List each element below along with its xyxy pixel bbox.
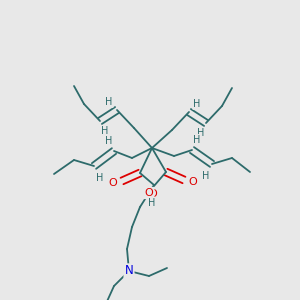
Text: H: H [193, 135, 201, 145]
Text: H: H [148, 198, 156, 208]
Text: H: H [193, 99, 201, 109]
Text: H: H [197, 128, 205, 138]
Text: H: H [105, 97, 113, 107]
Text: O: O [109, 178, 117, 188]
Text: O: O [145, 188, 153, 198]
Text: H: H [105, 136, 113, 146]
Text: H: H [96, 173, 104, 183]
Text: O: O [189, 177, 197, 187]
Text: N: N [124, 265, 134, 278]
Text: O: O [148, 189, 158, 199]
Text: H: H [202, 171, 210, 181]
Text: H: H [101, 126, 109, 136]
